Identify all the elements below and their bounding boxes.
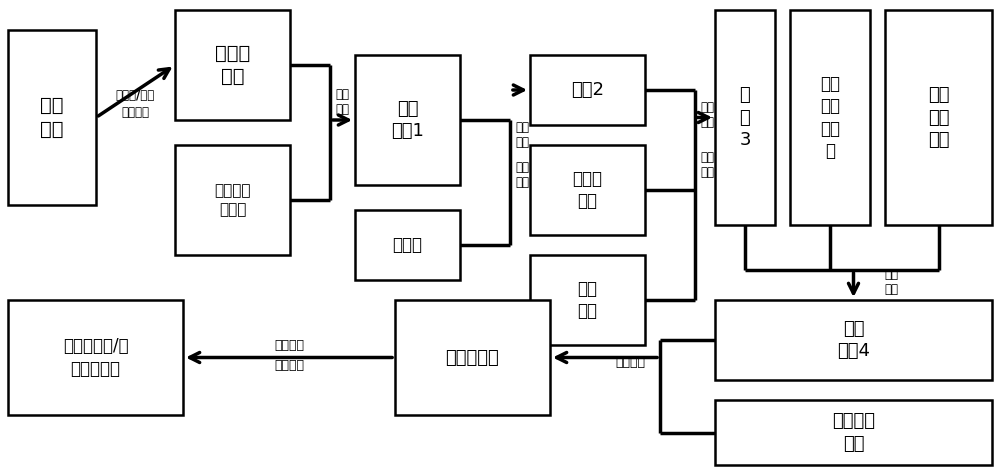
- Bar: [8, 30, 96, 205]
- Text: 混合
溶液4: 混合 溶液4: [837, 320, 870, 360]
- Bar: [715, 400, 992, 465]
- Bar: [530, 145, 645, 235]
- Bar: [530, 55, 645, 125]
- Text: 肼溶液: 肼溶液: [392, 236, 422, 254]
- Text: 钛碳
化铝: 钛碳 化铝: [40, 96, 64, 139]
- Text: 溶
液
3: 溶 液 3: [739, 86, 751, 149]
- Text: 磁力
搅拌: 磁力 搅拌: [885, 268, 898, 296]
- Text: 溶液2: 溶液2: [571, 81, 604, 99]
- Bar: [715, 10, 775, 225]
- Text: 磁力
搅拌: 磁力 搅拌: [515, 121, 529, 149]
- Bar: [530, 255, 645, 345]
- Text: 真空干燥: 真空干燥: [274, 359, 304, 372]
- Text: 离心
洗涤: 离心 洗涤: [700, 151, 714, 179]
- Text: 离心洗涤: 离心洗涤: [274, 339, 304, 352]
- Text: 氟化锂/盐酸: 氟化锂/盐酸: [116, 89, 155, 102]
- Bar: [175, 145, 290, 255]
- Text: 氯铂酸钾
溶液: 氯铂酸钾 溶液: [832, 412, 875, 453]
- Bar: [355, 55, 460, 185]
- Bar: [8, 300, 183, 415]
- Bar: [355, 210, 460, 280]
- Text: 聚乙
烯吡
咯烷
酮: 聚乙 烯吡 咯烷 酮: [820, 75, 840, 160]
- Text: 磁力
搅拌: 磁力 搅拌: [700, 101, 714, 129]
- Text: 铂钯纳米花/碳
化钛催化剂: 铂钯纳米花/碳 化钛催化剂: [63, 337, 128, 378]
- Bar: [395, 300, 550, 415]
- Text: 聚乙烯吡
咯烷酮: 聚乙烯吡 咯烷酮: [214, 183, 251, 217]
- Bar: [715, 300, 992, 380]
- Text: 混合
溶液1: 混合 溶液1: [391, 100, 424, 140]
- Text: 反应沉淀物: 反应沉淀物: [446, 348, 499, 367]
- Text: 离心
洗涤: 离心 洗涤: [515, 161, 529, 189]
- Text: 甲酸
溶液: 甲酸 溶液: [578, 280, 598, 320]
- Bar: [885, 10, 992, 225]
- Text: 碳化钛
溶液: 碳化钛 溶液: [215, 44, 250, 86]
- Text: 超声剥离: 超声剥离: [122, 106, 150, 119]
- Text: 抗坏
血酸
溶液: 抗坏 血酸 溶液: [928, 86, 949, 149]
- Bar: [790, 10, 870, 225]
- Text: 磁力
搅拌: 磁力 搅拌: [335, 88, 349, 116]
- Bar: [175, 10, 290, 120]
- Text: 磁力搅拌: 磁力搅拌: [615, 356, 645, 369]
- Text: 氯钯酸
溶液: 氯钯酸 溶液: [572, 170, 602, 210]
